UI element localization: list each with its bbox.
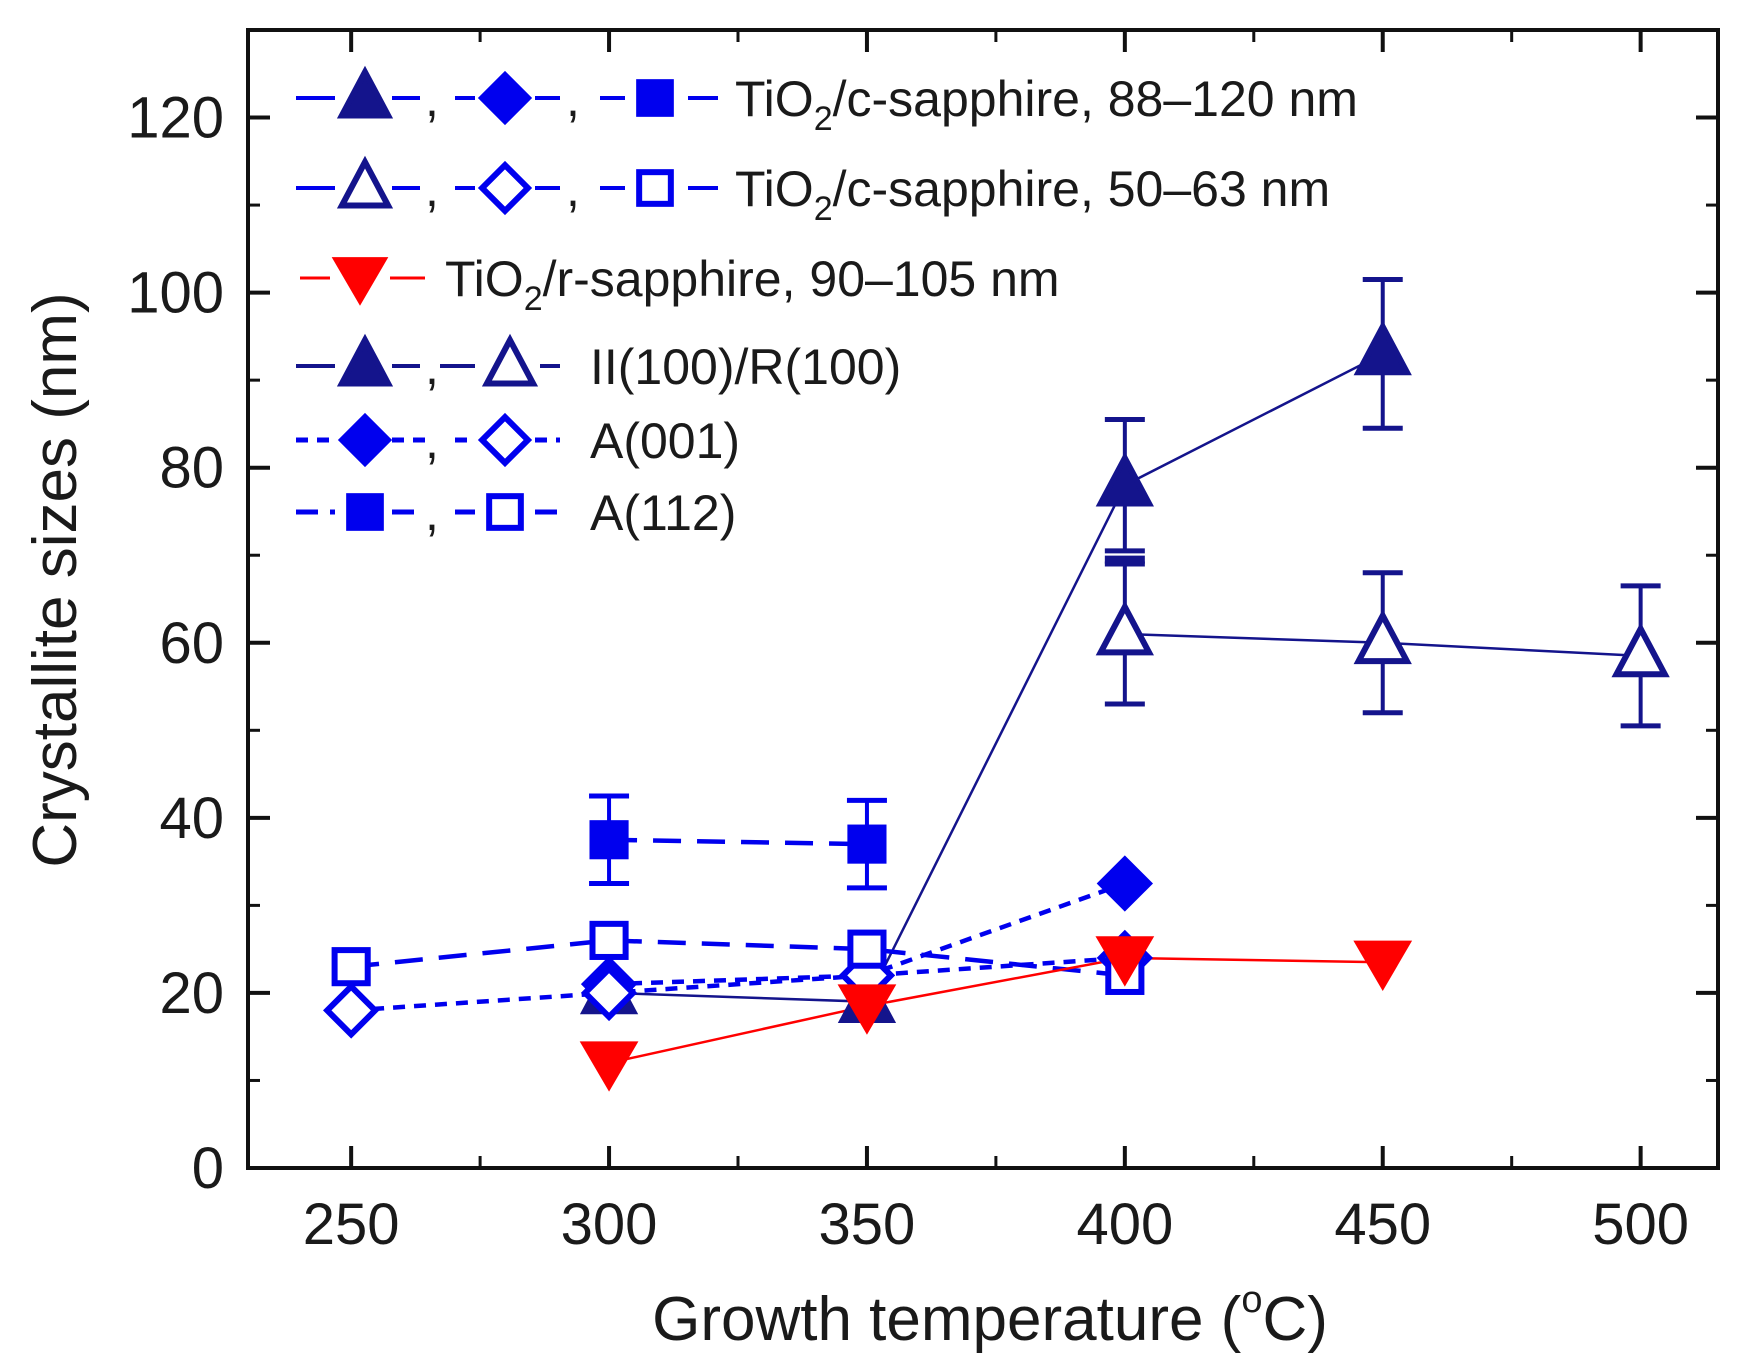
series-line [608, 956, 1383, 1065]
legend-marker [636, 169, 674, 207]
legend-entry: , A(001) [296, 412, 740, 469]
legend-marker [486, 493, 524, 531]
legend-label-text: TiO [735, 161, 814, 217]
legend: ,, TiO2/c-sapphire, 88–120 nm,, TiO2/c-sap… [296, 65, 1358, 541]
legend-entry: , II(100)/R(100) [296, 333, 901, 395]
legend-marker [477, 412, 533, 468]
legend-label-subscript: 2 [814, 190, 833, 228]
legend-label-subscript: 2 [524, 280, 543, 318]
x-tick-label: 450 [1334, 1192, 1431, 1257]
legend-entry: ,, TiO2/c-sapphire, 88–120 nm [296, 65, 1358, 138]
legend-marker [477, 160, 533, 216]
series-line [609, 352, 1384, 1003]
legend-label-suffix: /c-sapphire, 88–120 nm [833, 71, 1358, 127]
x-tick-label: 300 [561, 1192, 658, 1257]
data-point [322, 982, 380, 1039]
legend-label-suffix: /c-sapphire, 50–63 nm [833, 161, 1331, 217]
legend-marker [337, 412, 393, 468]
data-point [1353, 609, 1412, 665]
y-tick-label: 40 [159, 786, 224, 851]
data-point [1353, 320, 1412, 376]
legend-separator: , [425, 339, 439, 395]
y-tick-label: 100 [127, 261, 224, 326]
legend-marker [336, 333, 394, 387]
series-lines [350, 352, 1641, 1065]
legend-entry: TiO2/r-sapphire, 90–105 nm [300, 251, 1060, 318]
data-point [1096, 855, 1154, 912]
legend-separator: , [425, 485, 439, 541]
series-line [609, 837, 867, 847]
data-point [837, 984, 897, 1035]
y-tick-label: 0 [192, 1136, 224, 1201]
x-tick-label: 400 [1076, 1192, 1173, 1257]
data-point [847, 824, 887, 864]
data-point [1095, 451, 1154, 507]
legend-label: A(112) [590, 485, 736, 541]
legend-marker [481, 333, 539, 387]
legend-marker [331, 257, 389, 306]
x-axis-label-degree: o [1241, 1279, 1262, 1321]
legend-label: TiO2/c-sapphire, 50–63 nm [735, 161, 1330, 228]
x-tick-label: 250 [303, 1192, 400, 1257]
data-point [589, 820, 629, 860]
x-tick-label: 350 [819, 1192, 916, 1257]
legend-marker [336, 155, 394, 209]
legend-entry: , A(112) [296, 485, 736, 541]
legend-entry: ,, TiO2/c-sapphire, 50–63 nm [296, 155, 1330, 228]
y-tick-label: 80 [159, 436, 224, 501]
legend-label-suffix: /r-sapphire, 90–105 nm [543, 251, 1060, 307]
data-point [1095, 600, 1154, 656]
legend-separator: , [425, 71, 439, 127]
legend-label: TiO2/c-sapphire, 88–120 nm [735, 71, 1358, 138]
series-line [350, 938, 1126, 978]
x-tick-label: 500 [1592, 1192, 1689, 1257]
x-axis-label-main: Growth temperature ( [652, 1285, 1242, 1354]
data-point [1611, 622, 1670, 678]
legend-label-text: TiO [735, 71, 814, 127]
legend-label-text: II(100)/R(100) [590, 339, 901, 395]
y-tick-label: 120 [127, 86, 224, 151]
x-axis-label: Growth temperature (oC) [652, 1279, 1328, 1354]
series-line [351, 955, 1125, 1013]
plot-frame [246, 28, 1720, 1170]
legend-marker [346, 493, 384, 531]
data-point [1095, 936, 1155, 987]
data-point [1353, 940, 1413, 992]
legend-marker [336, 65, 394, 119]
y-tick-label: 20 [159, 961, 224, 1026]
legend-label: TiO2/r-sapphire, 90–105 nm [445, 251, 1060, 318]
y-tick-label: 60 [159, 611, 224, 676]
legend-label: A(001) [590, 413, 740, 469]
legend-label-text: A(112) [590, 485, 736, 541]
data-point [580, 964, 638, 1022]
x-axis-label-unit: C) [1262, 1285, 1327, 1354]
legend-marker [477, 70, 533, 126]
legend-separator: , [566, 161, 580, 217]
legend-separator: , [566, 71, 580, 127]
y-axis-label: Crystallite sizes (nm) [21, 292, 90, 867]
legend-separator: , [425, 413, 439, 469]
axis-ticks: 250 300 350 400 450 500 0 20 40 60 80 100 120 [127, 30, 1718, 1257]
legend-marker [636, 79, 674, 117]
data-point [589, 920, 629, 960]
plot-area-border [246, 28, 1720, 1170]
data-point [579, 1041, 639, 1092]
data-markers [322, 320, 1670, 1092]
data-point [331, 947, 371, 987]
legend-separator: , [425, 161, 439, 217]
legend-label: II(100)/R(100) [590, 339, 901, 395]
legend-label-text: TiO [445, 251, 524, 307]
data-point [847, 929, 887, 969]
legend-label-text: A(001) [590, 413, 740, 469]
legend-label-subscript: 2 [814, 100, 833, 138]
